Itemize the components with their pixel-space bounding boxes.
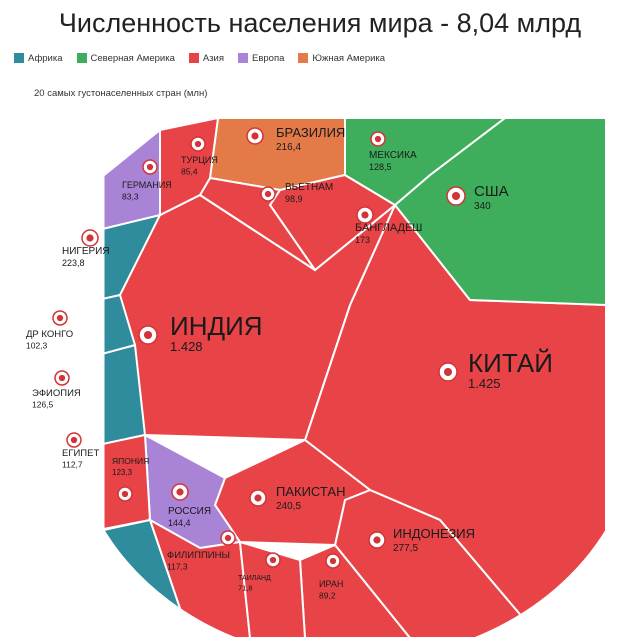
label-value-country-7: 173 bbox=[355, 235, 370, 245]
label-name-country-2: США bbox=[474, 183, 509, 200]
chart-subtitle: 20 самых густонаселенных стран (млн) bbox=[34, 88, 208, 99]
label-name-country-8: РОССИЯ bbox=[168, 506, 211, 517]
flag-dot-icon-country-0 bbox=[443, 367, 453, 377]
legend-swatch-europe bbox=[238, 53, 249, 63]
flag-dot-icon-country-8 bbox=[176, 488, 184, 496]
flag-dot-icon-country-2 bbox=[451, 191, 461, 201]
flag-dot-icon-country-14 bbox=[56, 314, 64, 322]
label-value-country-11: 123,3 bbox=[112, 468, 133, 477]
chart-outline bbox=[103, 117, 639, 638]
label-name-country-3: ИНДОНЕЗИЯ bbox=[393, 526, 475, 541]
label-value-country-2: 340 bbox=[474, 201, 491, 212]
label-name-country-11: ЯПОНИЯ bbox=[112, 456, 149, 466]
flag-dot-icon-country-5 bbox=[86, 234, 94, 242]
label-name-country-0: КИТАЙ bbox=[468, 348, 553, 378]
flag-dot-icon-country-12 bbox=[224, 534, 232, 542]
flag-dot-icon-country-10 bbox=[58, 374, 66, 382]
legend-label-south-america: Южная Америка bbox=[312, 52, 386, 64]
legend-swatch-asia bbox=[188, 53, 199, 63]
label-name-country-14: ДР КОНГО bbox=[26, 329, 73, 340]
label-value-country-4: 240,5 bbox=[276, 501, 301, 512]
label-name-country-15: ВЬЕТНАМ bbox=[285, 182, 333, 193]
cell-country-19 bbox=[238, 540, 307, 638]
flag-dot-icon-country-6 bbox=[251, 132, 259, 140]
label-value-country-9: 128,5 bbox=[369, 162, 392, 172]
label-name-country-18: ГЕРМАНИЯ bbox=[122, 180, 172, 190]
legend-label-europe: Европа bbox=[252, 52, 285, 64]
cell-country-11 bbox=[104, 433, 152, 532]
label-value-country-13: 112,7 bbox=[62, 460, 83, 470]
label-value-country-6: 216,4 bbox=[276, 142, 301, 153]
legend-item-north-america: Северная Америка bbox=[76, 52, 175, 64]
label-name-country-7: БАНГЛАДЕШ bbox=[355, 222, 422, 234]
label-value-country-5: 223,8 bbox=[62, 258, 85, 268]
label-name-country-13: ЕГИПЕТ bbox=[62, 448, 99, 459]
flag-dot-icon-country-15 bbox=[264, 190, 272, 198]
legend-item-south-america: Южная Америка bbox=[298, 53, 385, 64]
label-name-country-9: МЕКСИКА bbox=[369, 150, 417, 161]
label-name-country-1: ИНДИЯ bbox=[170, 311, 263, 341]
legend-item-asia: Азия bbox=[188, 52, 225, 64]
label-name-country-12: ФИЛИППИНЫ bbox=[167, 550, 230, 561]
flag-dot-icon-country-19 bbox=[269, 556, 277, 564]
cell-country-16 bbox=[298, 543, 413, 638]
label-value-country-0: 1.425 bbox=[468, 376, 501, 391]
flag-dot-icon-country-9 bbox=[374, 135, 382, 143]
label-name-country-17: ТУРЦИЯ bbox=[181, 155, 218, 165]
legend-item-africa: Африка bbox=[14, 53, 63, 64]
legend-label-africa: Африка bbox=[28, 52, 63, 64]
label-name-country-6: БРАЗИЛИЯ bbox=[276, 125, 345, 140]
label-value-country-10: 126,5 bbox=[32, 400, 54, 410]
label-value-country-12: 117,3 bbox=[167, 562, 188, 572]
flag-dot-icon-country-18 bbox=[146, 163, 154, 171]
label-value-country-15: 98,9 bbox=[285, 194, 303, 204]
label-name-country-19: ТАИЛАНД bbox=[238, 575, 271, 582]
label-value-country-8: 144,4 bbox=[168, 518, 191, 528]
legend: Африка Северная Америка Азия Европа Южна… bbox=[14, 50, 385, 66]
legend-swatch-africa bbox=[14, 53, 24, 63]
flag-dot-icon-country-1 bbox=[143, 330, 153, 340]
label-name-country-16: ИРАН bbox=[319, 579, 343, 589]
flag-dot-icon-country-13 bbox=[70, 436, 78, 444]
legend-swatch-south-america bbox=[298, 53, 309, 63]
chart-title: Численность населения мира - 8,04 млрд bbox=[58, 8, 582, 38]
label-value-country-14: 102,3 bbox=[26, 341, 48, 351]
cell-country-14 bbox=[104, 293, 137, 357]
legend-item-europe: Европа bbox=[238, 53, 284, 64]
label-name-country-4: ПАКИСТАН bbox=[276, 484, 345, 499]
label-name-country-10: ЭФИОПИЯ bbox=[32, 388, 81, 399]
label-value-country-17: 85,4 bbox=[181, 167, 198, 177]
cell-country-18 bbox=[104, 127, 161, 232]
flag-dot-icon-country-16 bbox=[329, 557, 337, 565]
flag-dot-icon-country-17 bbox=[194, 140, 202, 148]
label-value-country-19: 71,8 bbox=[238, 584, 253, 593]
label-name-country-5: НИГЕРИЯ bbox=[62, 246, 110, 257]
flag-dot-icon-country-4 bbox=[254, 494, 262, 502]
label-value-country-1: 1.428 bbox=[170, 339, 203, 354]
legend-label-north-america: Северная Америка bbox=[90, 52, 175, 64]
flag-dot-icon-country-11 bbox=[121, 490, 129, 498]
label-value-country-18: 83,3 bbox=[122, 192, 139, 202]
label-value-country-16: 89,2 bbox=[319, 591, 336, 601]
label-value-country-3: 277,5 bbox=[393, 543, 418, 554]
legend-swatch-north-america bbox=[76, 53, 87, 63]
legend-label-asia: Азия bbox=[202, 52, 225, 64]
flag-dot-icon-country-7 bbox=[361, 211, 369, 219]
flag-dot-icon-country-3 bbox=[373, 536, 381, 544]
